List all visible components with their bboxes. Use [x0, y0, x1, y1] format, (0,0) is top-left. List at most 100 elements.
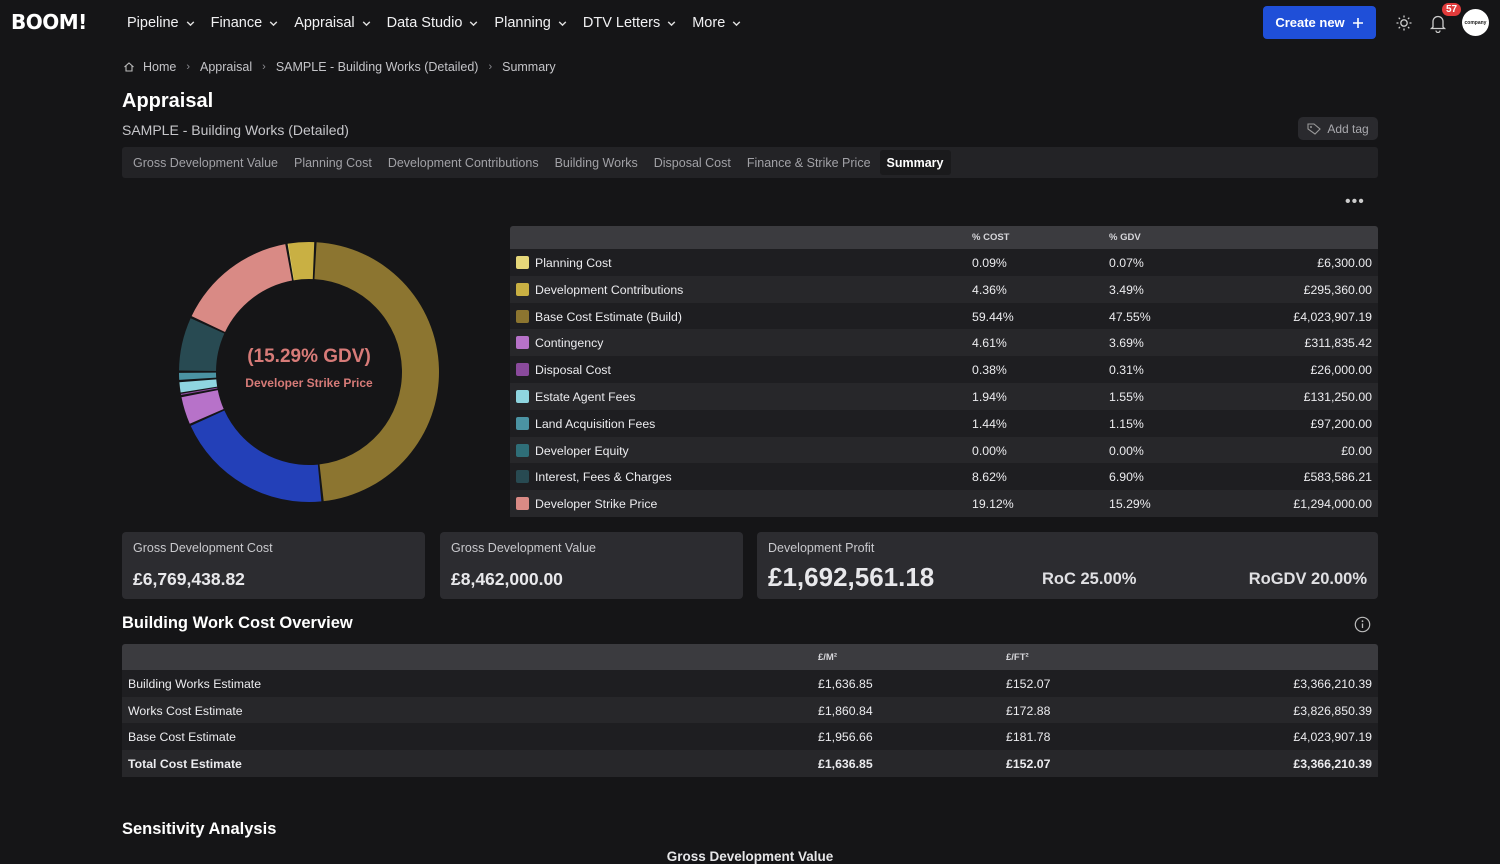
row-value: £311,835.42: [1304, 336, 1372, 351]
notifications-bell-icon[interactable]: [1429, 13, 1447, 33]
donut-segment-land-acquisition-fees[interactable]: [179, 372, 217, 380]
table-body: Building Works Estimate £1,636.85 £152.07 £…: [122, 670, 1378, 777]
home-icon: [124, 62, 134, 72]
donut-segment-disposal-cost[interactable]: [180, 387, 218, 395]
more-options-icon[interactable]: •••: [1345, 193, 1365, 210]
chevron-down-icon: [362, 20, 370, 26]
row-pct-cost: 0.38%: [972, 363, 1007, 378]
chevron-down-icon: [186, 20, 194, 26]
tab-gross-development-value[interactable]: Gross Development Value: [133, 155, 278, 170]
table-row: Disposal Cost 0.38% 0.31% £26,000.00: [510, 356, 1378, 383]
table-row: Estate Agent Fees 1.94% 1.55% £131,250.00: [510, 382, 1378, 410]
breadcrumb-project[interactable]: SAMPLE - Building Works (Detailed): [275, 60, 479, 74]
top-navigation: BOOM! Pipeline Finance Appraisal Data St…: [0, 0, 1500, 46]
donut-segment-development-contributions[interactable]: [288, 242, 315, 281]
avatar[interactable]: company: [1462, 9, 1489, 36]
nav-item-planning[interactable]: Planning: [494, 15, 567, 31]
sensitivity-axis-label: Gross Development Value: [666, 849, 834, 864]
table-row: Contingency 4.61% 3.69% £311,835.42: [510, 329, 1378, 357]
row-value: £131,250.00: [1303, 389, 1372, 404]
row-pct-cost: 4.61%: [972, 336, 1007, 351]
per-m2-header: £/M²: [818, 652, 837, 663]
page-title: Appraisal: [122, 90, 214, 112]
nav-item-dtv-letters[interactable]: DTV Letters: [583, 15, 677, 31]
chevron-right-icon: ›: [186, 61, 191, 73]
table-body: Planning Cost 0.09% 0.07% £6,300.00 Developm…: [510, 249, 1378, 517]
row-value: £583,586.21: [1303, 470, 1372, 485]
row-pct-gdv: 0.31%: [1109, 363, 1144, 378]
roc-value: RoC 25.00%: [1042, 570, 1137, 588]
row-label: Contingency: [535, 336, 604, 351]
table-row: Works Cost Estimate £1,860.84 £172.88 £3,82…: [122, 696, 1378, 724]
row-value: £3,366,210.39: [1293, 677, 1372, 691]
donut-segment-estate-agent-fees[interactable]: [179, 379, 218, 393]
table-row: Building Works Estimate £1,636.85 £152.07 £…: [122, 670, 1378, 697]
donut-segment-developer-strike-price[interactable]: [191, 244, 293, 333]
row-pct-cost: 8.62%: [972, 470, 1007, 485]
row-pct-cost: 0.09%: [972, 256, 1007, 270]
nav-item-appraisal[interactable]: Appraisal: [294, 15, 371, 31]
card-label: Development Profit: [768, 541, 875, 555]
row-label: Estate Agent Fees: [535, 389, 636, 404]
donut-segment-contingency[interactable]: [181, 390, 224, 424]
row-pct-cost: 19.12%: [972, 497, 1014, 512]
tab-building-works[interactable]: Building Works: [554, 155, 638, 170]
create-new-button[interactable]: Create new: [1263, 6, 1376, 39]
legend-swatch: [516, 309, 529, 323]
nav-item-label: Pipeline: [127, 15, 179, 31]
donut-segment-profit[interactable]: [190, 410, 322, 502]
chevron-down-icon: [558, 20, 567, 26]
tab-finance-strike-price[interactable]: Finance & Strike Price: [746, 155, 871, 170]
tab-planning-cost[interactable]: Planning Cost: [293, 155, 372, 170]
donut-segment-base-cost-estimate-build-[interactable]: [314, 242, 439, 502]
card-value: £1,692,561.18: [768, 562, 935, 592]
table-row: Developer Equity 0.00% 0.00% £0.00: [510, 436, 1378, 464]
legend-swatch: [516, 416, 529, 430]
row-per-ft2: £172.88: [1006, 703, 1051, 718]
row-pct-gdv: 0.00%: [1109, 443, 1144, 458]
legend-swatch: [516, 282, 529, 296]
row-value: £6,300.00: [1317, 256, 1372, 270]
breadcrumb-home[interactable]: Home: [143, 60, 177, 74]
total-row: Total Cost Estimate £1,636.85 £152.07 £3,36…: [122, 750, 1378, 777]
tab-disposal-cost[interactable]: Disposal Cost: [653, 155, 731, 170]
gross-development-value-card: Gross Development Value £8,462,000.00: [440, 532, 743, 599]
nav-item-label: Appraisal: [294, 15, 355, 31]
row-per-m2: £1,636.85: [818, 677, 873, 691]
development-profit-card: Development Profit £1,692,561.18 RoC 25.…: [757, 532, 1378, 599]
logo[interactable]: BOOM!: [11, 10, 87, 34]
donut-center-label: Developer Strike Price: [245, 376, 373, 390]
card-label: Gross Development Cost: [133, 541, 273, 555]
row-label: Developer Strike Price: [535, 497, 658, 512]
table-header: £/M² £/FT²: [122, 644, 1378, 670]
row-pct-cost: 1.44%: [972, 416, 1007, 431]
add-tag-button[interactable]: Add tag: [1298, 117, 1378, 140]
legend-swatch: [516, 389, 529, 403]
page-subtitle: SAMPLE - Building Works (Detailed): [122, 122, 349, 138]
add-tag-label: Add tag: [1327, 121, 1369, 136]
breadcrumb-appraisal[interactable]: Appraisal: [200, 60, 253, 74]
row-value: £4,023,907.19: [1293, 730, 1372, 745]
table-header: % COST % GDV: [510, 226, 1378, 249]
nav-item-finance[interactable]: Finance: [211, 15, 280, 31]
card-value: £6,769,438.82: [133, 569, 245, 589]
legend-swatch: [516, 336, 529, 350]
row-per-m2: £1,860.84: [818, 703, 873, 718]
nav-item-pipeline[interactable]: Pipeline: [127, 15, 196, 31]
nav-item-data-studio[interactable]: Data Studio: [387, 15, 480, 31]
chevron-right-icon: ›: [488, 61, 493, 73]
theme-toggle-sun-icon[interactable]: [1395, 14, 1413, 32]
tab-development-contributions[interactable]: Development Contributions: [387, 155, 539, 170]
chevron-down-icon: [732, 20, 741, 26]
nav-item-more[interactable]: More: [692, 15, 742, 31]
row-label: Total Cost Estimate: [128, 757, 242, 772]
pct-cost-header: % COST: [972, 232, 1010, 243]
chevron-down-icon: [269, 20, 278, 26]
info-icon[interactable]: [1354, 616, 1371, 633]
tab-summary[interactable]: Summary: [879, 150, 951, 175]
nav-item-label: Planning: [494, 15, 551, 31]
section-title-sensitivity: Sensitivity Analysis: [122, 820, 277, 838]
pct-gdv-header: % GDV: [1109, 232, 1141, 243]
row-pct-gdv: 1.55%: [1109, 389, 1144, 404]
donut-segment-interest-fees-charges[interactable]: [179, 318, 225, 371]
